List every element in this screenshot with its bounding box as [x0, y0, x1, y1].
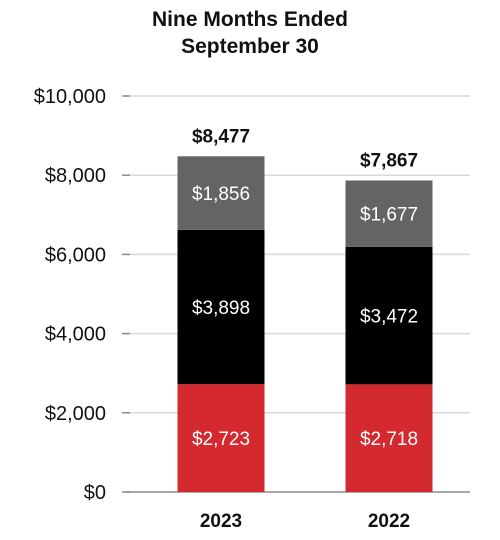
y-tick-label: $0 — [84, 482, 106, 504]
total-label: $7,867 — [360, 150, 418, 171]
x-category-label: 2023 — [200, 511, 242, 532]
bar-segment — [345, 384, 433, 492]
data-label: $3,472 — [360, 307, 418, 328]
bar-segment — [345, 246, 433, 385]
labels: $2,723 $3,898 $1,856 $8,477 2023 $2,718 $3,472… — [192, 126, 418, 532]
y-tick-label: $2,000 — [45, 403, 106, 425]
x-category-label: 2022 — [368, 511, 410, 532]
total-label: $8,477 — [192, 126, 250, 147]
y-tick-label: $8,000 — [45, 165, 106, 187]
chart-title: Nine Months Ended September 30 — [0, 6, 500, 60]
chart-title-line-1: Nine Months Ended — [152, 8, 348, 31]
data-label: $1,856 — [192, 184, 250, 205]
bars — [177, 156, 433, 492]
data-label: $2,718 — [360, 429, 418, 450]
y-tick-label: $4,000 — [45, 324, 106, 346]
bar-segment — [177, 229, 265, 385]
bar-segment — [177, 156, 265, 230]
data-label: $1,677 — [360, 205, 418, 226]
data-label: $3,898 — [192, 298, 250, 319]
y-tick-label: $6,000 — [45, 244, 106, 266]
bar-segment — [345, 180, 433, 247]
chart-title-line-2: September 30 — [181, 35, 319, 58]
y-tick-label: $10,000 — [34, 86, 106, 108]
bar-segment — [177, 384, 265, 492]
data-label: $2,723 — [192, 429, 250, 450]
